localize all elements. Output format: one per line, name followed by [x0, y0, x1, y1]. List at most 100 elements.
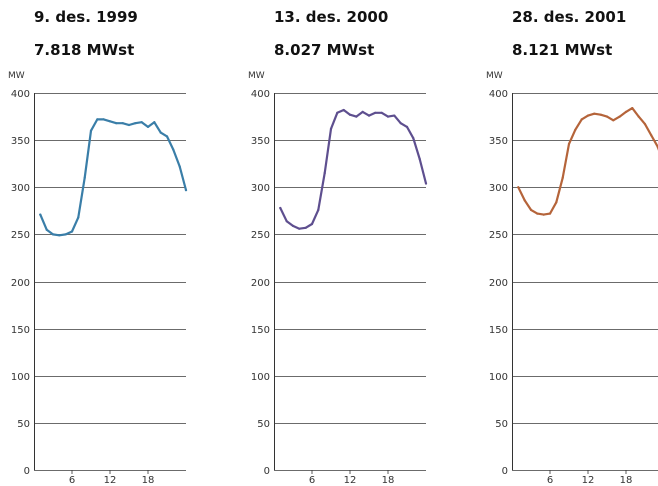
- y-tick-label: 300: [251, 183, 270, 194]
- data-point: [567, 142, 571, 145]
- data-point: [637, 115, 640, 118]
- series-line: [39, 118, 188, 237]
- line-chart: 0 50 100 150 200 250 300 350 400 MW 6 12 18: [248, 71, 428, 486]
- y-tick-label: 50: [495, 419, 508, 430]
- y-tick-label: 350: [489, 136, 508, 147]
- data-point: [624, 110, 628, 113]
- data-point: [64, 233, 67, 236]
- data-point: [108, 120, 112, 123]
- data-point: [323, 172, 326, 175]
- y-tick-label: 250: [489, 230, 508, 241]
- x-tick-label: 12: [344, 475, 357, 486]
- data-point: [51, 233, 55, 236]
- chart-subtitle: 8.027 MWst: [274, 41, 375, 59]
- y-axis-unit: MW: [248, 71, 265, 81]
- data-point: [355, 115, 358, 118]
- data-point: [618, 115, 621, 118]
- data-point: [612, 119, 615, 122]
- y-tick-label: 150: [251, 325, 270, 336]
- data-point: [317, 208, 320, 211]
- data-point: [418, 157, 421, 161]
- chart-title: 9. des. 1999: [34, 8, 138, 26]
- data-point: [304, 226, 307, 229]
- y-tick-label: 100: [11, 372, 30, 383]
- y-tick-label: 50: [257, 419, 270, 430]
- data-point: [374, 111, 377, 114]
- data-point: [298, 227, 301, 230]
- data-point: [523, 199, 526, 202]
- data-point: [380, 111, 383, 114]
- data-point: [424, 182, 428, 185]
- data-point: [336, 111, 339, 114]
- data-point: [561, 176, 564, 179]
- x-tick-label: 12: [582, 475, 595, 486]
- data-point: [650, 134, 653, 137]
- data-point: [172, 148, 175, 151]
- x-tick-label: 6: [547, 475, 553, 486]
- data-point: [631, 107, 634, 110]
- y-tick-label: 0: [24, 466, 30, 477]
- y-tick-label: 150: [11, 325, 30, 336]
- data-point: [279, 206, 282, 210]
- data-point: [586, 114, 590, 117]
- data-point: [517, 186, 520, 189]
- data-point: [89, 129, 93, 132]
- data-point: [165, 135, 169, 138]
- line-chart: 0 50 100 150 200 250 300 350 400 MW 6 12 18: [8, 71, 188, 486]
- y-tick-label: 100: [489, 372, 508, 383]
- y-axis-unit: MW: [486, 71, 503, 81]
- data-point: [405, 125, 409, 128]
- data-point: [96, 118, 99, 121]
- x-tick-label: 6: [309, 475, 315, 486]
- data-point: [146, 125, 150, 128]
- data-point: [599, 113, 602, 116]
- data-point: [184, 189, 188, 192]
- data-point: [285, 220, 288, 223]
- line-chart: 0 50 100 150 200 250 300 350 400 MW 6 12 18: [486, 71, 658, 486]
- data-point: [529, 208, 533, 211]
- y-tick-label: 200: [11, 278, 30, 289]
- y-tick-label: 400: [251, 89, 270, 100]
- y-tick-label: 350: [251, 136, 270, 147]
- y-tick-label: 0: [502, 466, 508, 477]
- y-tick-label: 350: [11, 136, 30, 147]
- data-point: [342, 108, 345, 112]
- data-point: [310, 222, 314, 226]
- chart-subtitle: 8.121 MWst: [512, 41, 613, 59]
- y-tick-label: 0: [264, 466, 270, 477]
- y-tick-label: 150: [489, 325, 508, 336]
- data-point: [77, 216, 80, 219]
- data-point: [178, 165, 181, 168]
- series-line: [279, 108, 428, 230]
- x-tick-label: 6: [69, 475, 75, 486]
- y-tick-label: 300: [11, 183, 30, 194]
- data-point: [386, 115, 390, 118]
- y-tick-label: 300: [489, 183, 508, 194]
- x-tick-label: 18: [382, 475, 395, 486]
- data-point: [367, 114, 371, 117]
- data-point: [412, 137, 415, 140]
- data-point: [45, 228, 48, 231]
- data-point: [134, 122, 137, 125]
- chart-panel-2000: 13. des. 2000 8.027 MWst 0 50 100 150 200 250…: [248, 0, 428, 486]
- y-tick-label: 200: [251, 278, 270, 289]
- y-tick-label: 400: [489, 89, 508, 100]
- y-tick-label: 250: [11, 230, 30, 241]
- x-tick-label: 12: [104, 475, 117, 486]
- data-point: [140, 121, 143, 124]
- data-point: [291, 224, 295, 227]
- chart-title: 28. des. 2001: [512, 8, 627, 26]
- chart-title: 13. des. 2000: [274, 8, 389, 26]
- data-point: [643, 123, 647, 126]
- data-point: [58, 234, 61, 237]
- data-point: [329, 127, 333, 130]
- chart-subtitle: 7.818 MWst: [34, 41, 135, 59]
- y-tick-label: 200: [489, 278, 508, 289]
- data-point: [159, 131, 162, 134]
- data-point: [348, 113, 352, 116]
- data-point: [39, 213, 42, 216]
- y-tick-label: 100: [251, 372, 270, 383]
- chart-panel-2001: 28. des. 2001 8.121 MWst 0 50 100 150 200 250…: [486, 0, 658, 486]
- data-point: [121, 122, 124, 125]
- data-point: [555, 201, 558, 204]
